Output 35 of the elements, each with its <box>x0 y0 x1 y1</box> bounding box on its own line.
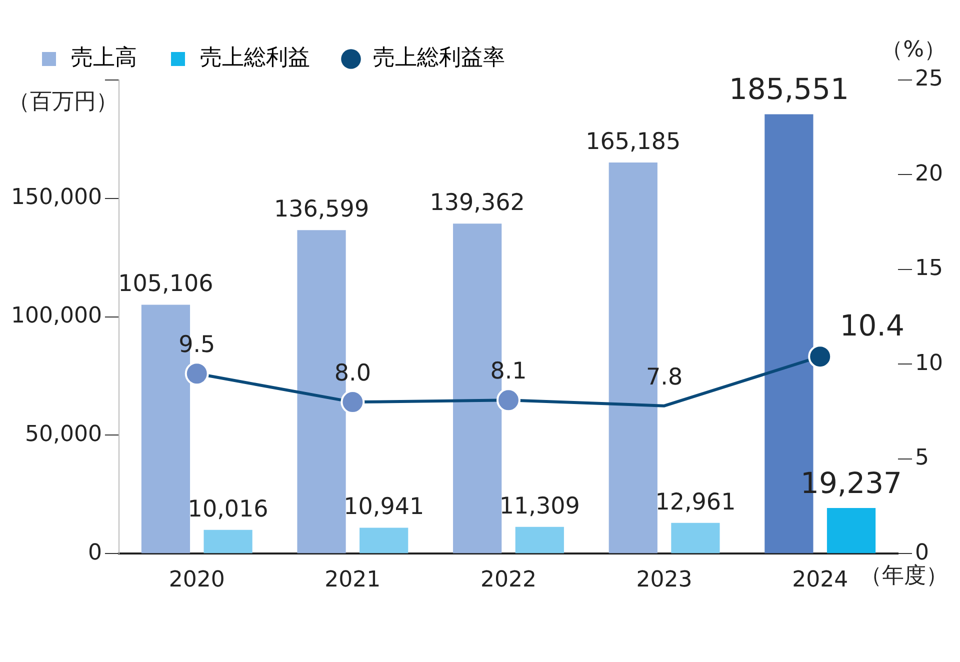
x-tick-label: 2021 <box>324 568 381 593</box>
data-label: 105,106 <box>118 271 214 298</box>
x-tick-label: 2023 <box>636 568 692 593</box>
data-label: 8.1 <box>490 358 527 385</box>
legend-label: 売上高 <box>71 46 137 71</box>
data-label: 136,599 <box>274 196 370 223</box>
y-tick-label: 100,000 <box>10 304 102 329</box>
x-tick-label: 2022 <box>480 568 536 593</box>
y-tick-label: 150,000 <box>10 185 102 210</box>
x-tick-label: 2024 <box>792 568 848 593</box>
y2-tick-label: 5 <box>915 446 930 471</box>
data-label: 8.0 <box>334 360 371 387</box>
data-label: 11,309 <box>499 493 580 520</box>
y2-tick-label: 20 <box>915 161 944 186</box>
y2-axis-title: （%） <box>881 38 946 63</box>
x-axis-title: （年度） <box>860 563 948 588</box>
data-label: 9.5 <box>178 332 216 358</box>
data-label: 10,016 <box>188 496 268 522</box>
y2-tick-label: 0 <box>915 540 930 566</box>
y-tick-label: 50,000 <box>24 422 102 447</box>
data-label: 139,362 <box>430 190 525 216</box>
data-label: 165,185 <box>586 128 681 155</box>
data-label: 12,961 <box>655 489 736 516</box>
y2-tick-label: 15 <box>915 256 944 282</box>
y2-tick-label: 25 <box>915 66 944 92</box>
legend-label: 売上総利益 <box>200 46 310 71</box>
y2-tick-label: 10 <box>915 350 944 376</box>
y-axis-title: （百万円） <box>8 90 118 115</box>
data-label: 10,941 <box>344 494 424 520</box>
legend-label: 売上総利益率 <box>373 46 505 71</box>
data-label: 185,551 <box>728 72 849 106</box>
y-tick-label: 0 <box>88 540 102 566</box>
data-label: 7.8 <box>646 364 683 390</box>
x-tick-label: 2020 <box>168 568 225 593</box>
data-label: 10.4 <box>840 308 904 343</box>
